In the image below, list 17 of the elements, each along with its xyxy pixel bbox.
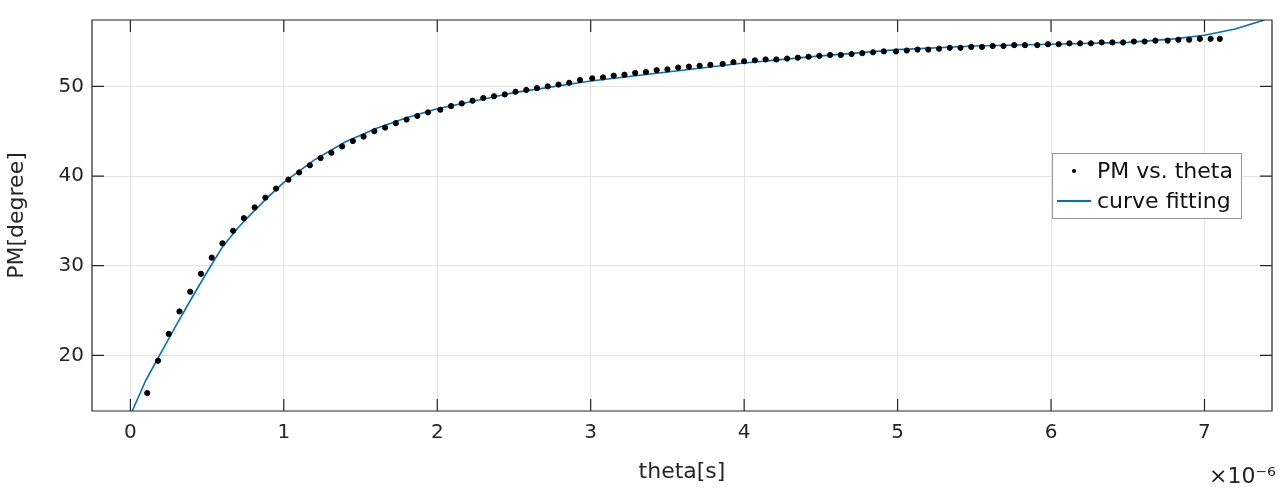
x-tick-label: 3 <box>584 419 598 444</box>
y-tick-label: 50 <box>58 72 84 97</box>
x-tick-label: 7 <box>1198 419 1211 444</box>
y-tick-label: 20 <box>58 341 84 366</box>
text: ×10⁻⁶ <box>1209 463 1276 488</box>
x-tick-label: 0 <box>123 419 137 444</box>
x-tick-label: 1 <box>277 419 291 444</box>
x-tick-label: 6 <box>1044 419 1058 444</box>
x-tick-label: 4 <box>737 419 751 444</box>
legend-label: curve fitting <box>1097 186 1231 215</box>
y-tick-label: 30 <box>58 251 84 276</box>
x-axis-title: theta[s] <box>638 457 726 483</box>
legend-label: PM vs. theta <box>1097 156 1233 185</box>
y-tick-label: 40 <box>58 162 84 187</box>
x-tick-label: 5 <box>891 419 904 444</box>
y-axis-title: PM[degree] <box>2 152 28 279</box>
x-tick-label: 2 <box>430 419 444 444</box>
